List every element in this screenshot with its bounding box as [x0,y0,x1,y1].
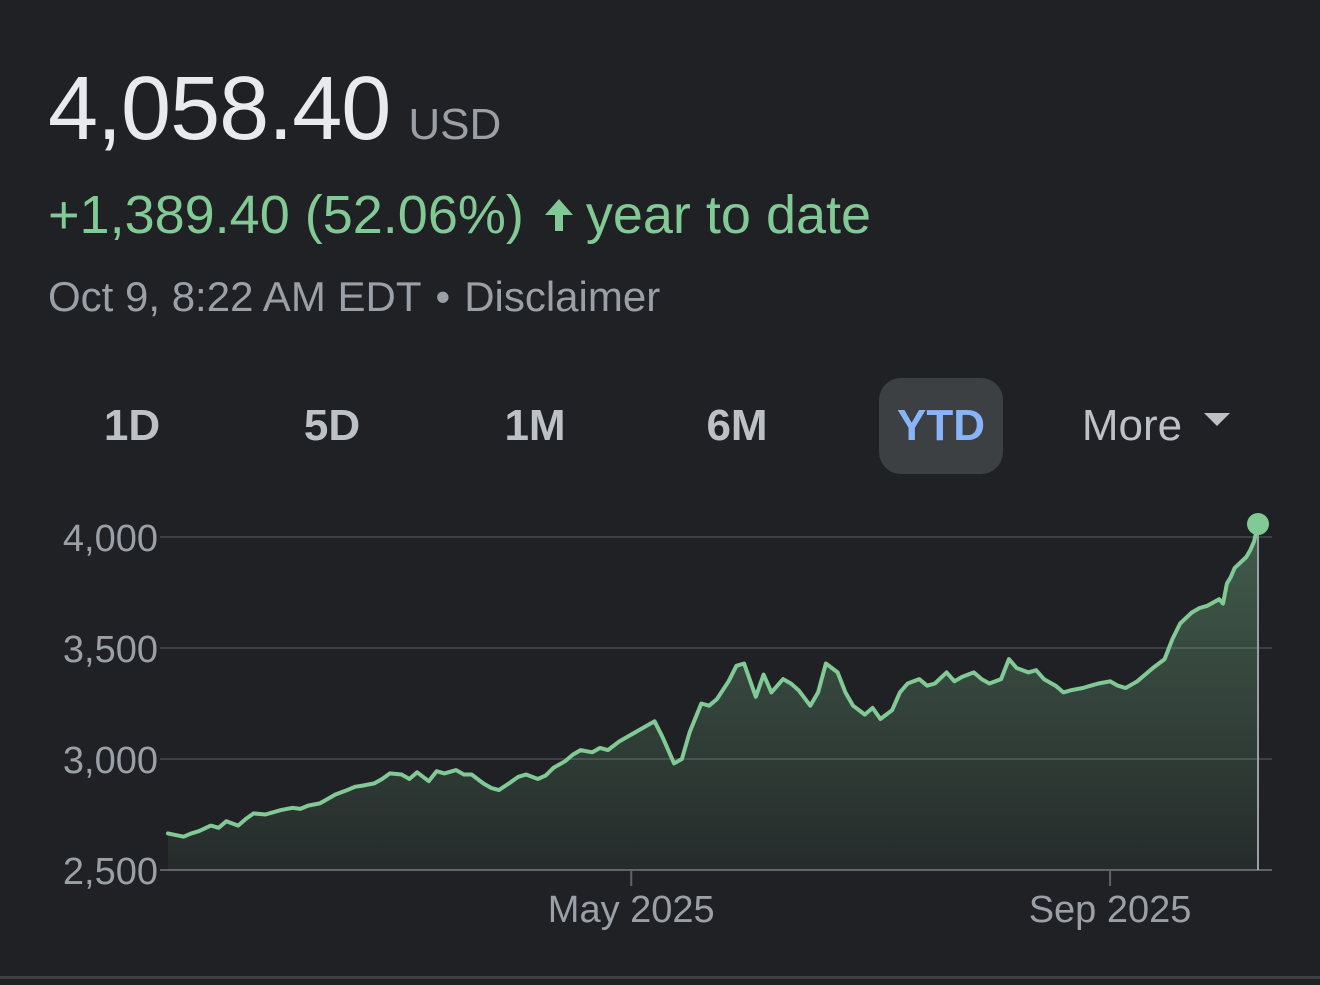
x-tick-label: Sep 2025 [1029,889,1192,931]
y-tick-label: 3,000 [63,740,158,782]
price-change: +1,389.40 (52.06%) [48,185,524,245]
arrow-up-icon [542,195,576,235]
price-change-row: +1,389.40 (52.06%) year to date [48,184,871,246]
disclaimer-link[interactable]: Disclaimer [464,273,661,320]
bottom-divider [0,976,1320,979]
y-tick-label: 4,000 [63,518,158,560]
y-tick-label: 3,500 [63,629,158,671]
price-header: 4,058.40 USD [48,58,502,159]
tab-6m[interactable]: 6M [706,401,768,450]
tab-1d[interactable]: 1D [103,401,161,450]
range-tabs: 1D 5D 1M 6M YTD More [0,378,1320,474]
separator-dot: • [435,273,451,320]
timestamp-row: Oct 9, 8:22 AM EDT • Disclaimer [48,273,660,321]
price-area [168,524,1258,870]
tab-1m[interactable]: 1M [504,401,566,450]
tab-ytd[interactable]: YTD [879,378,1003,474]
caret-down-icon [1204,388,1231,438]
last-point-marker[interactable] [1247,513,1269,536]
change-period: year to date [585,185,872,245]
x-tick-label: May 2025 [548,889,715,931]
tab-5d[interactable]: 5D [303,401,361,450]
timestamp: Oct 9, 8:22 AM EDT [48,273,422,320]
y-tick-label: 2,500 [63,851,158,893]
tab-more[interactable]: More [1058,378,1254,474]
more-label: More [1081,401,1183,450]
price-line [166,522,1260,839]
current-price: 4,058.40 [48,59,391,159]
currency-label: USD [408,100,502,149]
price-chart: 2,500 3,000 3,500 4,000 May 2025 Sep 2025 [63,513,1272,931]
